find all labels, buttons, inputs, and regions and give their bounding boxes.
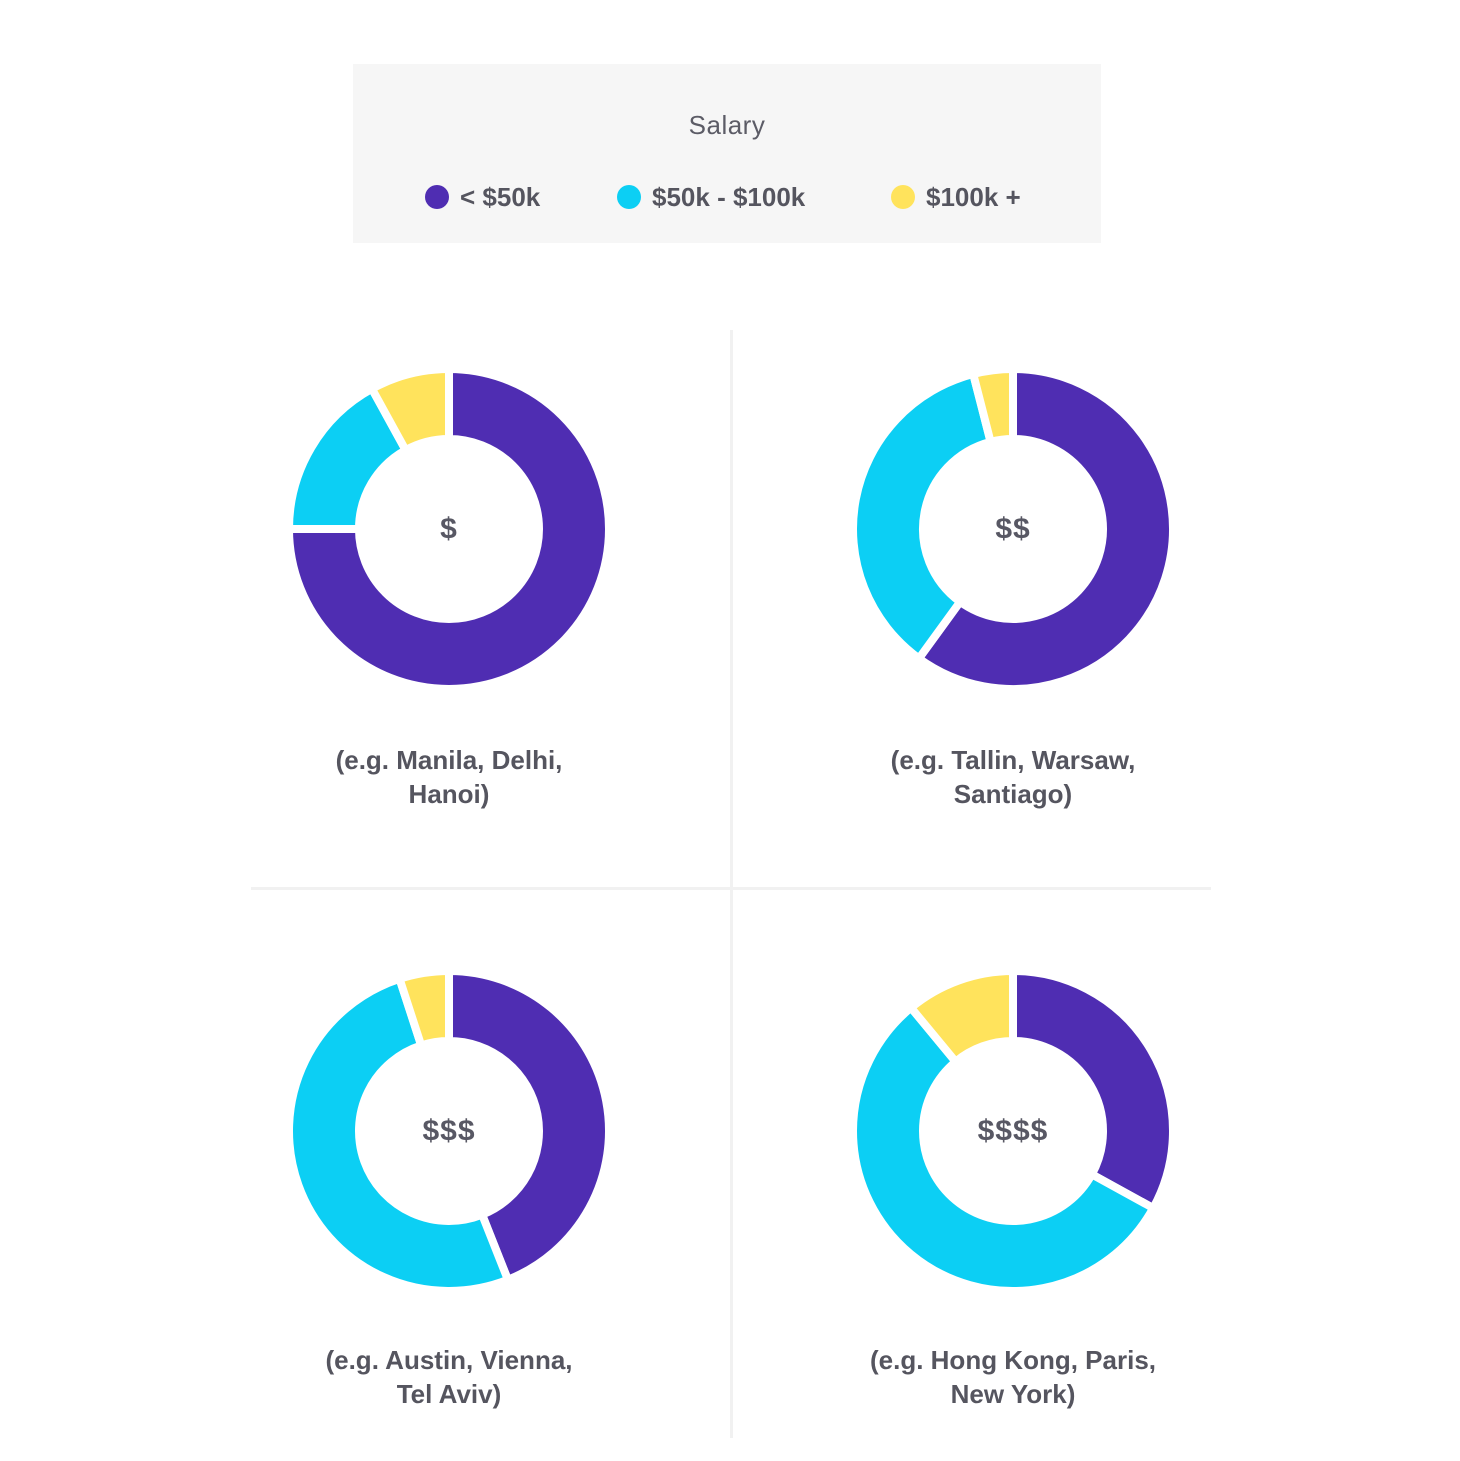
- donut-center-label-4: $$$$: [978, 1115, 1049, 1148]
- caption-3-line-2: Tel Aviv): [396, 1379, 502, 1409]
- legend-swatch-50k-100k: [617, 185, 641, 209]
- donut-1-slice-under-50k: [284, 364, 613, 693]
- donut-3-slice-over-100k: [394, 966, 453, 1051]
- legend-item-50k-100k: $50k - $100k: [617, 180, 805, 214]
- caption-3-line-1: (e.g. Austin, Vienna,: [325, 1345, 573, 1375]
- donut-center-label-3: $$$: [422, 1115, 475, 1148]
- donut-chart-4: $$$$: [849, 966, 1177, 1295]
- salary-legend: Salary < $50k $50k - $100k $100k +: [353, 64, 1101, 243]
- legend-item-under-50k: < $50k: [425, 180, 540, 214]
- donut-3-slice-50k-100k: [285, 973, 514, 1295]
- legend-label-50k-100k: $50k - $100k: [652, 181, 806, 212]
- donut-chart-3: $$$: [285, 966, 613, 1295]
- donut-2-slice-over-100k: [968, 364, 1017, 447]
- legend-label-under-50k: < $50k: [460, 181, 541, 212]
- donut-4-slice-under-50k: [1009, 966, 1177, 1214]
- legend-swatch-under-50k: [425, 185, 449, 209]
- caption-2-line-1: (e.g. Tallin, Warsaw,: [890, 745, 1136, 775]
- donut-2-slice-50k-100k: [849, 369, 996, 665]
- donut-center-label-1: $: [440, 513, 458, 546]
- grid-divider-vertical-bottom: [730, 890, 733, 1438]
- caption-2: (e.g. Tallin, Warsaw, Santiago): [803, 743, 1223, 811]
- caption-4: (e.g. Hong Kong, Paris, New York): [803, 1343, 1223, 1411]
- donut-1-slice-over-100k: [366, 364, 453, 456]
- caption-3: (e.g. Austin, Vienna, Tel Aviv): [239, 1343, 659, 1411]
- legend-swatch-over-100k: [891, 185, 915, 209]
- caption-4-line-1: (e.g. Hong Kong, Paris,: [869, 1345, 1156, 1375]
- donut-2-slice-under-50k: [913, 364, 1177, 693]
- caption-4-line-2: New York): [950, 1379, 1076, 1409]
- donut-4-slice-50k-100k: [849, 1002, 1159, 1295]
- caption-1: (e.g. Manila, Delhi, Hanoi): [239, 743, 659, 811]
- donut-center-label-2: $$: [995, 513, 1030, 546]
- donut-4-slice-over-100k: [905, 966, 1017, 1068]
- grid-divider-vertical-top: [730, 330, 733, 887]
- caption-1-line-1: (e.g. Manila, Delhi,: [335, 745, 563, 775]
- donut-chart-1: $: [284, 364, 613, 693]
- donut-chart-2: $$: [849, 364, 1177, 693]
- legend-title: Salary: [688, 110, 766, 140]
- caption-2-line-2: Santiago): [953, 779, 1073, 809]
- grid-divider-horizontal: [251, 887, 1211, 890]
- donut-3-slice-under-50k: [445, 966, 613, 1285]
- legend-label-over-100k: $100k +: [926, 181, 1021, 212]
- legend-item-over-100k: $100k +: [891, 180, 1021, 214]
- caption-1-line-2: Hanoi): [408, 779, 490, 809]
